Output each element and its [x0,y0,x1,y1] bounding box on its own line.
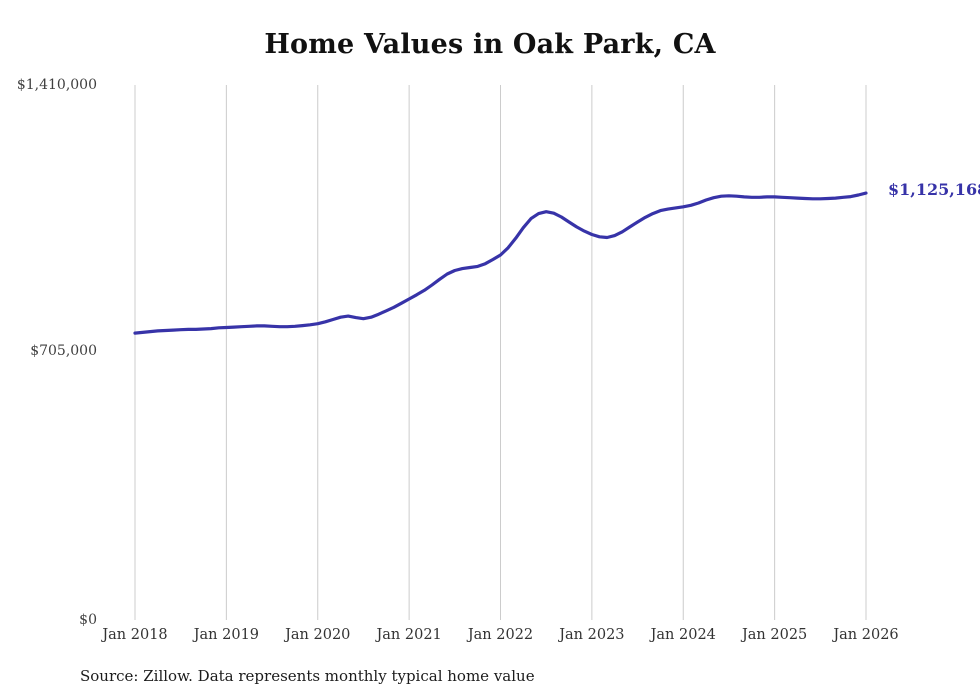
x-tick-label: Jan 2019 [193,627,260,643]
x-axis-labels: Jan 2018 Jan 2019 Jan 2020 Jan 2021 Jan 2022… [0,625,980,647]
x-tick-label: Jan 2026 [833,627,899,643]
chart-title: Home Values in Oak Park, CA [264,29,716,60]
source-note: Source: Zillow. Data represents monthly … [80,667,535,685]
x-tick-label: Jan 2021 [376,627,442,643]
home-value-line [133,191,868,335]
end-value-label: $1,125,168 [888,180,980,199]
y-tick-label-max: $1,410,000 [16,77,97,93]
x-tick-label: Jan 2022 [467,627,534,643]
y-tick-label-zero: $0 [79,612,97,628]
x-tick-label: Jan 2020 [285,627,351,643]
x-tick-label: Jan 2024 [650,627,716,643]
x-tick-label: Jan 2025 [741,627,808,643]
x-tick-label: Jan 2023 [559,627,625,643]
y-tick-label-mid: $705,000 [30,343,97,359]
x-tick-label: Jan 2018 [102,627,168,643]
